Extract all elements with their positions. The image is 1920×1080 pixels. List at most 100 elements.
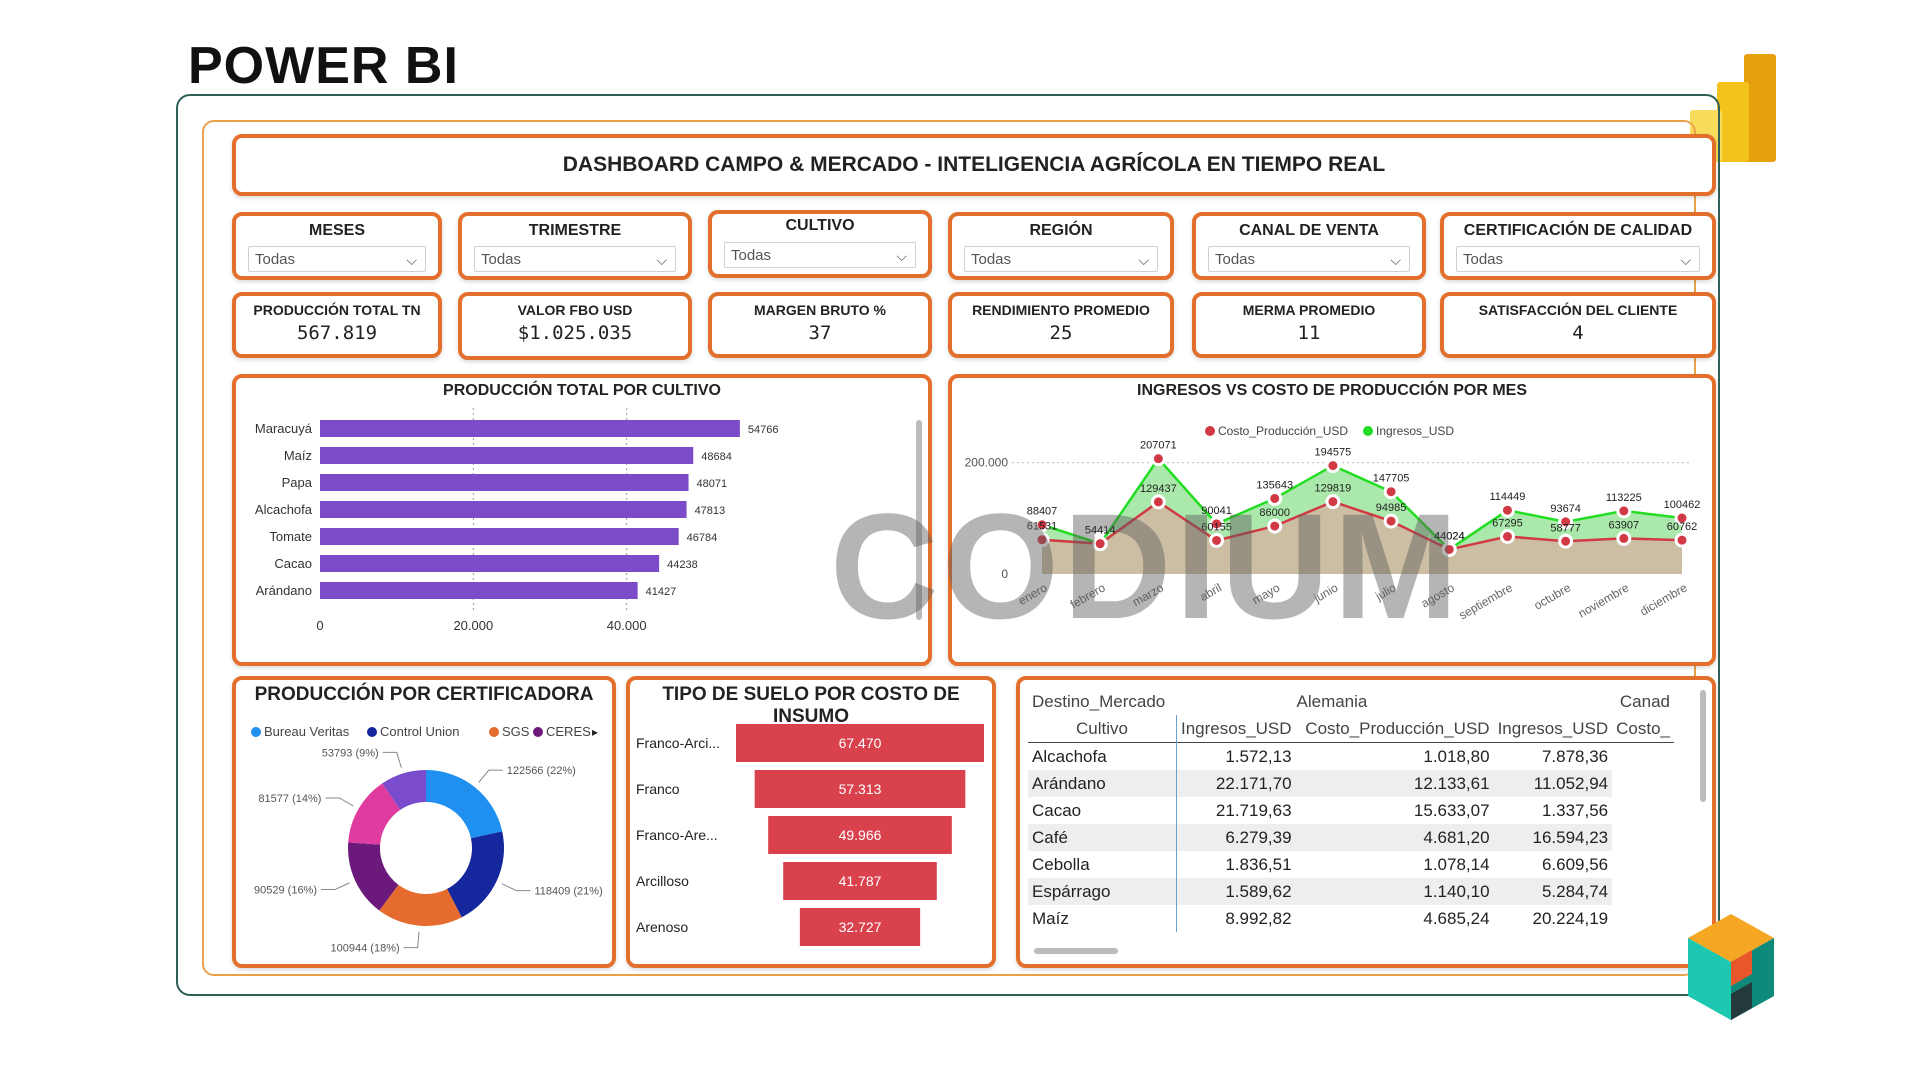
matrix-row[interactable]: Maíz 8.992,82 4.685,24 20.224,19 (1028, 905, 1674, 932)
costo-data-label: 86000 (1259, 507, 1290, 519)
slice-label: 53793 (9%) (322, 747, 379, 759)
region-dropdown[interactable]: Todas ⌵ (964, 246, 1158, 272)
legend-label: Ingresos_USD (1376, 424, 1454, 438)
slicer-label: CERTIFICACIÓN DE CALIDAD (1463, 222, 1693, 239)
donut-slice (447, 831, 504, 918)
category-label: Maíz (284, 448, 312, 463)
chevron-down-icon: ⌵ (1390, 252, 1401, 268)
dropdown-value: Todas (1463, 251, 1504, 268)
slice-label: 100944 (18%) (331, 943, 400, 955)
matrix-row[interactable]: Arándano 22.171,70 12.133,61 11.052,94 (1028, 770, 1674, 797)
matrix-row[interactable]: Cebolla 1.836,51 1.078,14 6.609,56 (1028, 851, 1674, 878)
line-chart-svg: Costo_Producción_USD Ingresos_USD 0 200.000… (965, 424, 1701, 622)
legend-marker (1363, 426, 1373, 436)
dropdown-value: Todas (481, 251, 522, 268)
slicer-region: REGIÓN Todas ⌵ (948, 212, 1174, 280)
matrix-row-label: Alcachofa (1028, 742, 1177, 770)
ingresos-data-label: 113225 (1606, 492, 1642, 504)
certificacion-dropdown[interactable]: Todas ⌵ (1456, 246, 1700, 272)
y-tick-label: 200.000 (965, 456, 1009, 470)
kpi-satisfaccion: SATISFACCIÓN DEL CLIENTE 4 (1440, 292, 1716, 358)
ingresos-line (1041, 456, 1683, 552)
x-tick-label: noviembre (1576, 580, 1632, 620)
costo-point (1092, 536, 1108, 552)
ingresos-point (1616, 503, 1632, 519)
slice-label: 118409 (21%) (534, 886, 602, 898)
matrix-header-cell (1494, 688, 1613, 715)
vertical-scrollbar (916, 420, 922, 620)
matrix-cell: 1.572,13 (1225, 746, 1292, 766)
matrix-horizontal-scrollbar[interactable] (1034, 948, 1118, 954)
costo-data-label: 58777 (1550, 522, 1581, 534)
chart-title: PRODUCCIÓN POR CERTIFICADORA (254, 684, 594, 705)
matrix-cell: 4.681,20 (1423, 827, 1490, 847)
x-tick-label: septiembre (1457, 580, 1516, 622)
costo-data-label: 129819 (1315, 483, 1352, 495)
funnel-bar (799, 908, 921, 946)
matrix-cell: 1.140,10 (1423, 881, 1490, 901)
donut-slice (348, 842, 399, 911)
chevron-down-icon: ⌵ (1680, 252, 1691, 268)
cultivo-dropdown[interactable]: Todas ⌵ (724, 242, 916, 268)
kpi-label: RENDIMIENTO PROMEDIO (972, 302, 1150, 318)
data-label: 47813 (695, 505, 726, 517)
matrix-header-cell: Destino_Mercado (1032, 691, 1166, 711)
slicer-label: MESES (308, 222, 365, 239)
chart-title: TIPO DE SUELO POR COSTO DE INSUMO (662, 684, 960, 727)
kpi-value: 4 (1572, 322, 1584, 344)
matrix-cell: 4.685,24 (1423, 908, 1490, 928)
data-label: 49.966 (839, 827, 882, 843)
matrix-cell: 7.878,36 (1541, 746, 1609, 766)
slicer-trimestre: TRIMESTRE Todas ⌵ (458, 212, 692, 280)
kpi-value: 11 (1297, 322, 1321, 344)
matrix-cell: 16.594,23 (1532, 827, 1609, 847)
costo-point (1034, 532, 1050, 548)
costo-data-label: 44024 (1434, 530, 1465, 542)
leader-line (478, 769, 503, 783)
chart-produccion-por-cultivo[interactable]: PRODUCCIÓN TOTAL POR CULTIVO 0 20.000 40.0… (232, 374, 932, 666)
ingresos-data-label: 147705 (1373, 473, 1410, 485)
x-tick-label: mayo (1250, 580, 1283, 607)
matrix-row[interactable]: Cacao 21.719,63 15.633,07 1.337,56 (1028, 797, 1674, 824)
costo-line (1041, 500, 1683, 551)
data-label: 32.727 (839, 919, 882, 935)
slicer-cultivo: CULTIVO Todas ⌵ (708, 210, 932, 278)
matrix-cell: 5.284,74 (1541, 881, 1609, 901)
category-label: Tomate (269, 529, 312, 544)
chart-tipo-de-suelo[interactable]: TIPO DE SUELO POR COSTO DE INSUMO Franco… (626, 676, 996, 968)
legend-label: SGS (502, 724, 530, 739)
chart-produccion-por-certificadora[interactable]: PRODUCCIÓN POR CERTIFICADORA Bureau Veri… (232, 676, 616, 968)
page-heading: POWER BI (188, 37, 459, 95)
costo-point (1499, 529, 1515, 545)
matrix-vertical-scrollbar[interactable] (1700, 690, 1706, 802)
data-label: 67.470 (839, 735, 882, 751)
x-tick-label: abril (1197, 580, 1224, 603)
costo-area (1042, 501, 1682, 574)
canal-de-venta-dropdown[interactable]: Todas ⌵ (1208, 246, 1410, 272)
kpi-margen-bruto: MARGEN BRUTO % 37 (708, 292, 932, 358)
costo-data-label: 54414 (1085, 525, 1116, 537)
trimestre-dropdown[interactable]: Todas ⌵ (474, 246, 676, 272)
slicer-canal-de-venta: CANAL DE VENTA Todas ⌵ (1192, 212, 1426, 280)
x-tick-label: octubre (1531, 580, 1573, 612)
category-label: Franco (636, 781, 680, 797)
matrix-row[interactable]: Espárrago 1.589,62 1.140,10 5.284,74 (1028, 878, 1674, 905)
matrix-cell: 6.609,56 (1541, 854, 1609, 874)
matrix-cell: 1.078,14 (1423, 854, 1490, 874)
matrix-row-label: Cebolla (1028, 851, 1177, 878)
matrix-row-label: Maíz (1028, 905, 1177, 932)
meses-dropdown[interactable]: Todas ⌵ (248, 246, 426, 272)
matrix-destino-mercado[interactable]: Destino_Mercado Alemania Canad Cultivo I… (1016, 676, 1716, 968)
x-tick-label: diciembre (1637, 580, 1689, 618)
legend-label: Control Union (380, 724, 460, 739)
chevron-down-icon: ⌵ (896, 248, 907, 264)
matrix-row-label: Espárrago (1028, 878, 1177, 905)
bar (320, 582, 638, 599)
ingresos-point (1674, 510, 1690, 526)
matrix-row[interactable]: Café 6.279,39 4.681,20 16.594,23 (1028, 824, 1674, 851)
leader-line (501, 883, 531, 892)
x-tick-label: marzo (1130, 580, 1166, 609)
chart-ingresos-vs-costo[interactable]: INGRESOS VS COSTO DE PRODUCCIÓN POR MES … (948, 374, 1716, 666)
slicer-label: CULTIVO (785, 217, 855, 234)
matrix-row[interactable]: Alcachofa 1.572,13 1.018,80 7.878,36 (1028, 742, 1674, 770)
